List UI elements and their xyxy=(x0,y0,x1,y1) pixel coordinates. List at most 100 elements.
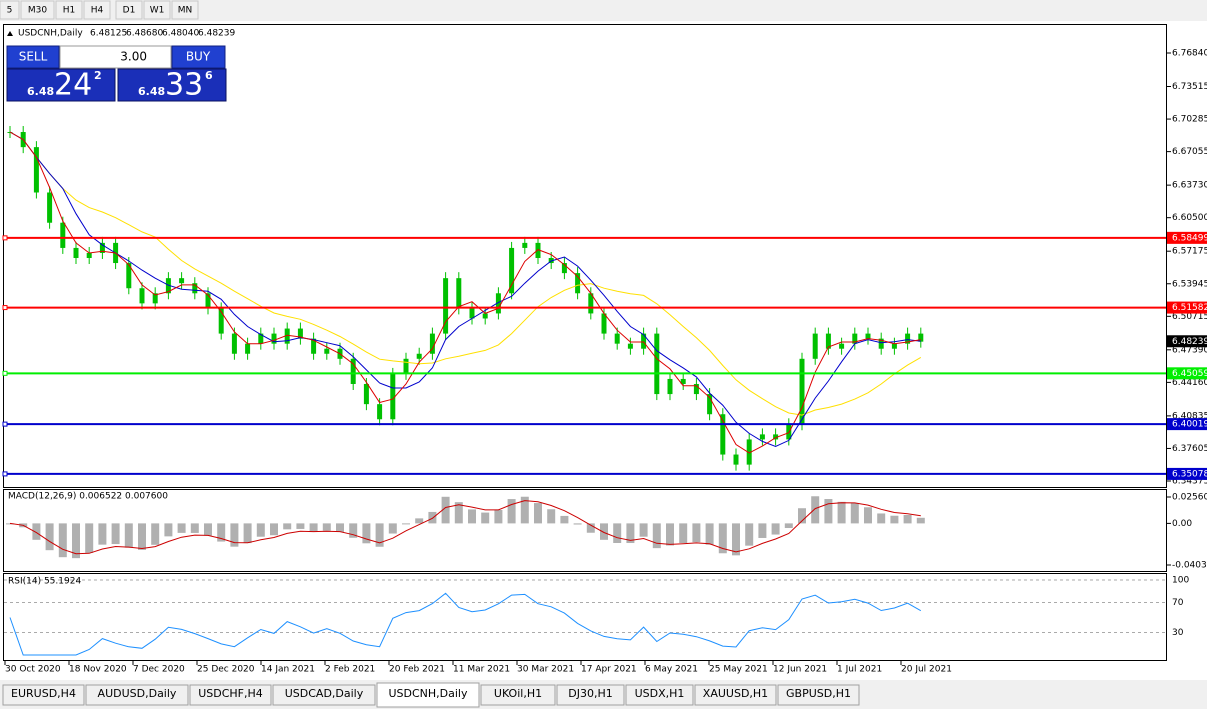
timeframe-label[interactable]: MN xyxy=(178,6,193,16)
main-panel xyxy=(3,24,1167,488)
sell-button[interactable] xyxy=(6,45,60,69)
macd-bar xyxy=(151,523,160,545)
macd-signal xyxy=(9,500,921,555)
chart-tab-label[interactable]: GBPUSD,H1 xyxy=(786,687,851,700)
candle xyxy=(588,293,594,314)
level-tag xyxy=(1167,418,1207,431)
y-tick-label: 6.40835 xyxy=(1172,411,1207,421)
macd-bar xyxy=(798,508,806,524)
candle xyxy=(878,338,884,349)
candle xyxy=(891,343,897,349)
macd-bar xyxy=(230,523,239,547)
timeframe-label[interactable]: 5 xyxy=(7,6,13,16)
macd-bar xyxy=(890,515,899,524)
timeframe-button[interactable] xyxy=(20,0,55,20)
chart-tab-label[interactable]: USDCHF,H4 xyxy=(198,687,263,700)
chart-tab[interactable] xyxy=(376,682,480,708)
current-price-tag xyxy=(1167,335,1207,348)
macd-bar xyxy=(850,502,859,524)
date-label: 25 May 2021 xyxy=(709,665,768,675)
macd-bar xyxy=(454,502,463,524)
timeframe-label[interactable]: H1 xyxy=(63,6,76,16)
macd-bar xyxy=(468,509,476,524)
level-tag xyxy=(1167,367,1207,380)
candle xyxy=(825,333,831,349)
buy-label[interactable]: BUY xyxy=(186,50,211,64)
candle xyxy=(126,263,132,289)
candle xyxy=(429,333,435,354)
chart-tab-label[interactable]: DJ30,H1 xyxy=(568,687,612,700)
timeframe-button[interactable] xyxy=(83,0,111,20)
macd-bar xyxy=(666,523,674,546)
candle xyxy=(641,333,647,349)
macd-bar xyxy=(586,523,595,533)
y-tick-label: 6.60500 xyxy=(1172,213,1207,223)
current-price-label: 6.48239 xyxy=(1172,337,1207,347)
date-label: 30 Mar 2021 xyxy=(517,665,574,675)
bid-box[interactable] xyxy=(6,68,116,102)
rsi-line xyxy=(9,592,922,656)
chart-tab[interactable] xyxy=(625,684,694,706)
macd-bar xyxy=(837,501,846,524)
buy-button[interactable] xyxy=(171,45,226,69)
chart-tab[interactable] xyxy=(777,684,860,706)
macd-tick-label: 0.00 xyxy=(1172,519,1192,529)
candle xyxy=(73,247,79,259)
candle xyxy=(535,242,541,259)
chart-tab[interactable] xyxy=(694,684,777,706)
collapse-icon xyxy=(7,31,13,36)
timeframe-button[interactable] xyxy=(171,0,199,20)
macd-bar xyxy=(864,507,872,524)
lot-value[interactable]: 3.00 xyxy=(120,50,147,64)
chart-tab-label[interactable]: AUDUSD,Daily xyxy=(98,687,177,700)
lot-box[interactable] xyxy=(59,45,172,69)
chart-tab[interactable] xyxy=(189,684,272,706)
level-tag xyxy=(1167,467,1207,480)
chart-tab-label[interactable]: USDX,H1 xyxy=(635,687,685,700)
candle xyxy=(746,439,752,465)
timeframe-button[interactable] xyxy=(115,0,143,20)
chart-tab[interactable] xyxy=(85,684,189,706)
timeframe-label[interactable]: W1 xyxy=(150,6,165,16)
chart-tab[interactable] xyxy=(480,684,556,706)
level-tag xyxy=(1167,301,1207,314)
candle xyxy=(852,333,858,344)
sell-label[interactable]: SELL xyxy=(19,50,48,64)
macd-bar xyxy=(547,509,556,524)
timeframe-button[interactable] xyxy=(0,0,20,20)
y-tick-label: 6.57175 xyxy=(1172,247,1207,257)
macd-bar xyxy=(375,523,384,547)
candle xyxy=(614,333,620,344)
macd-bar xyxy=(692,523,701,543)
timeframe-button[interactable] xyxy=(143,0,171,20)
timeframe-label[interactable]: M30 xyxy=(28,6,47,16)
candle xyxy=(192,283,198,294)
ask-box[interactable] xyxy=(117,68,227,102)
macd-bar xyxy=(58,523,67,558)
chart-tab[interactable] xyxy=(556,684,625,706)
chart-tab[interactable] xyxy=(272,684,376,706)
chart-tab-label[interactable]: XAUUSD,H1 xyxy=(703,687,768,700)
timeframe-label[interactable]: H4 xyxy=(91,6,104,16)
chart-tab-label[interactable]: USDCAD,Daily xyxy=(285,687,364,700)
ask-small: 6 xyxy=(205,69,213,82)
chart-tab-label[interactable]: EURUSD,H4 xyxy=(11,687,76,700)
chart-tab-label[interactable]: USDCNH,Daily xyxy=(388,687,468,700)
candle xyxy=(495,293,501,314)
candle xyxy=(707,394,713,415)
candle xyxy=(152,293,158,304)
macd-bar xyxy=(322,523,331,531)
macd-bar xyxy=(784,523,793,529)
chart-tab[interactable] xyxy=(2,684,85,706)
macd-label: MACD(12,26,9) 0.006522 0.007600 xyxy=(8,492,168,502)
chart-tab-label[interactable]: UKOil,H1 xyxy=(494,687,542,700)
candle xyxy=(482,313,488,319)
macd-bar xyxy=(441,496,450,524)
plot xyxy=(4,126,1166,656)
toolbar xyxy=(0,0,1207,21)
timeframe-label[interactable]: D1 xyxy=(123,6,136,16)
candle xyxy=(601,313,607,334)
candle xyxy=(865,333,871,339)
timeframe-button[interactable] xyxy=(55,0,83,20)
